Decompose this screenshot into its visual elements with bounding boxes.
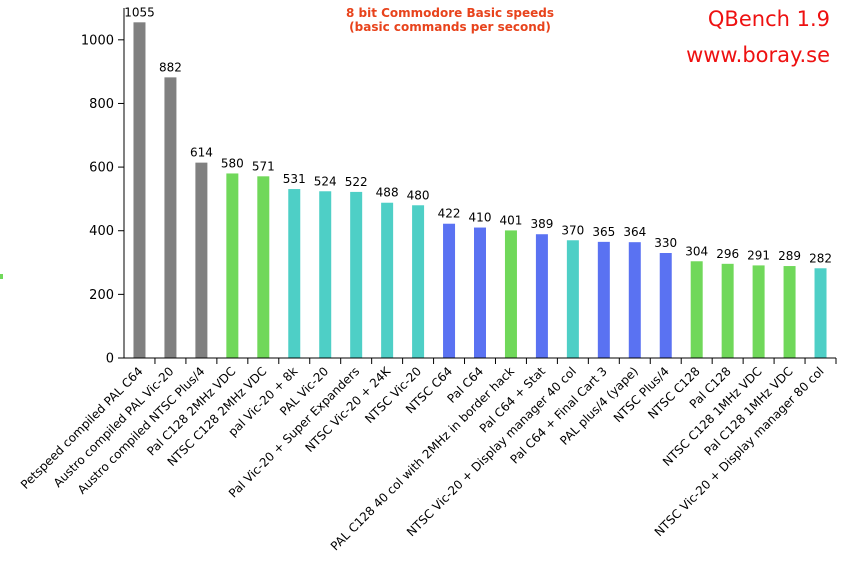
bar-value-label: 410 (469, 211, 492, 225)
bar (164, 77, 177, 358)
bar-value-label: 291 (747, 248, 770, 262)
y-tick-label: 800 (89, 97, 114, 112)
bar-value-label: 370 (561, 223, 584, 237)
bar-value-label: 524 (314, 174, 337, 188)
bar-value-label: 401 (500, 213, 523, 227)
bar-value-label: 571 (252, 159, 275, 173)
bars: 1055 882 614 580 571 531 524 522 488 480 422 410 401… (124, 5, 832, 359)
bar-value-label: 364 (623, 225, 646, 239)
bar-value-label: 531 (283, 172, 306, 186)
bar (659, 253, 672, 358)
bar-value-label: 296 (716, 247, 739, 261)
bar-value-label: 289 (778, 249, 801, 263)
chart-subtitle: (basic commands per second) (349, 20, 551, 34)
bar-value-label: 1055 (124, 5, 155, 19)
bar (814, 268, 827, 358)
bar (381, 202, 394, 358)
bar (721, 263, 734, 358)
bar (288, 189, 301, 358)
bar-value-label: 365 (592, 225, 615, 239)
bar-value-label: 304 (685, 244, 708, 258)
y-tick-label: 400 (89, 224, 114, 239)
bar-value-label: 282 (809, 251, 832, 265)
bar (783, 266, 796, 358)
bar (443, 223, 456, 358)
y-tick-label: 0 (106, 352, 114, 367)
bar-value-label: 480 (407, 188, 430, 202)
bar (319, 191, 332, 358)
brand-website: www.boray.se (686, 43, 830, 67)
bar (133, 22, 146, 359)
legend-marker (0, 274, 3, 279)
x-tick-label: Austro compiled PAL Vic-20 (51, 364, 177, 490)
bar-value-label: 522 (345, 175, 368, 189)
bar (535, 234, 548, 358)
bar (474, 227, 486, 358)
x-tick-label: Petspeed compiled PAL C64 (18, 364, 146, 492)
y-tick-label: 200 (89, 288, 114, 303)
bar-value-label: 389 (530, 217, 553, 231)
bar (752, 265, 765, 358)
bar (504, 230, 517, 358)
bar (628, 242, 641, 358)
bar (690, 261, 703, 358)
bar (257, 176, 270, 358)
bar (412, 205, 425, 358)
y-tick-label: 1000 (81, 33, 114, 48)
y-tick-label: 600 (89, 161, 114, 176)
bar (566, 240, 579, 358)
bar (350, 191, 363, 358)
bar-value-label: 614 (190, 146, 213, 160)
bar (226, 173, 239, 358)
y-axis: 0 200 400 600 800 1000 (81, 8, 125, 367)
bar-value-label: 882 (159, 60, 182, 74)
bar (597, 241, 610, 358)
bar-value-label: 330 (654, 236, 677, 250)
bar (195, 162, 208, 358)
brand-name: QBench 1.9 (708, 7, 830, 31)
x-tick-label: Austro compiled NTSC Plus/4 (75, 364, 208, 497)
bar-value-label: 422 (438, 207, 461, 221)
bar-value-label: 488 (376, 186, 399, 200)
bar-value-label: 580 (221, 156, 244, 170)
chart-title: 8 bit Commodore Basic speeds (346, 6, 554, 20)
